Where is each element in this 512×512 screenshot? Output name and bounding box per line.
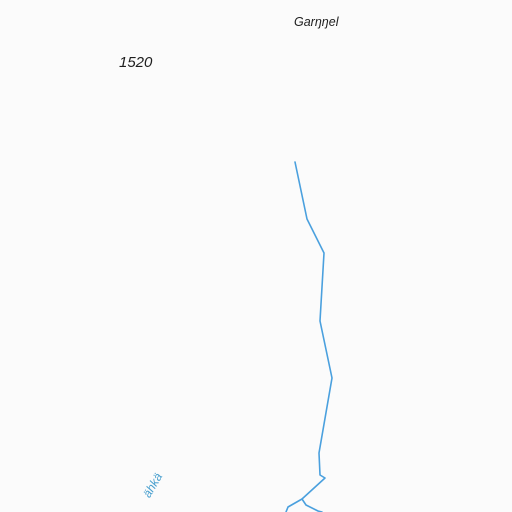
stream-branch	[301, 498, 323, 512]
stream-line	[285, 161, 333, 512]
elevation-label: 1520	[119, 54, 153, 71]
place-label: Garŋŋel	[294, 15, 339, 29]
